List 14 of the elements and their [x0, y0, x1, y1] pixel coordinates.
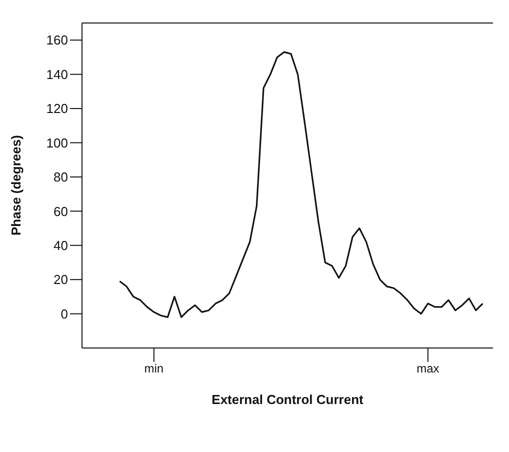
line-series [118, 51, 484, 318]
y-tick-label: 80 [54, 170, 68, 185]
y-tick-label: 120 [46, 101, 68, 116]
x-tick-label: max [416, 362, 440, 376]
x-tick-label: min [144, 362, 164, 376]
x-axis-title: External Control Current [212, 392, 364, 407]
y-tick-label: 40 [54, 238, 68, 253]
y-tick-label: 160 [46, 32, 68, 48]
y-tick-label: 140 [46, 66, 68, 82]
y-axis-title: Phase (degrees) [8, 135, 24, 236]
y-tick-label: 20 [54, 272, 68, 288]
y-tick-label: 60 [54, 204, 68, 219]
y-tick-label: 0 [60, 306, 68, 322]
y-tick-label: 100 [46, 135, 68, 150]
